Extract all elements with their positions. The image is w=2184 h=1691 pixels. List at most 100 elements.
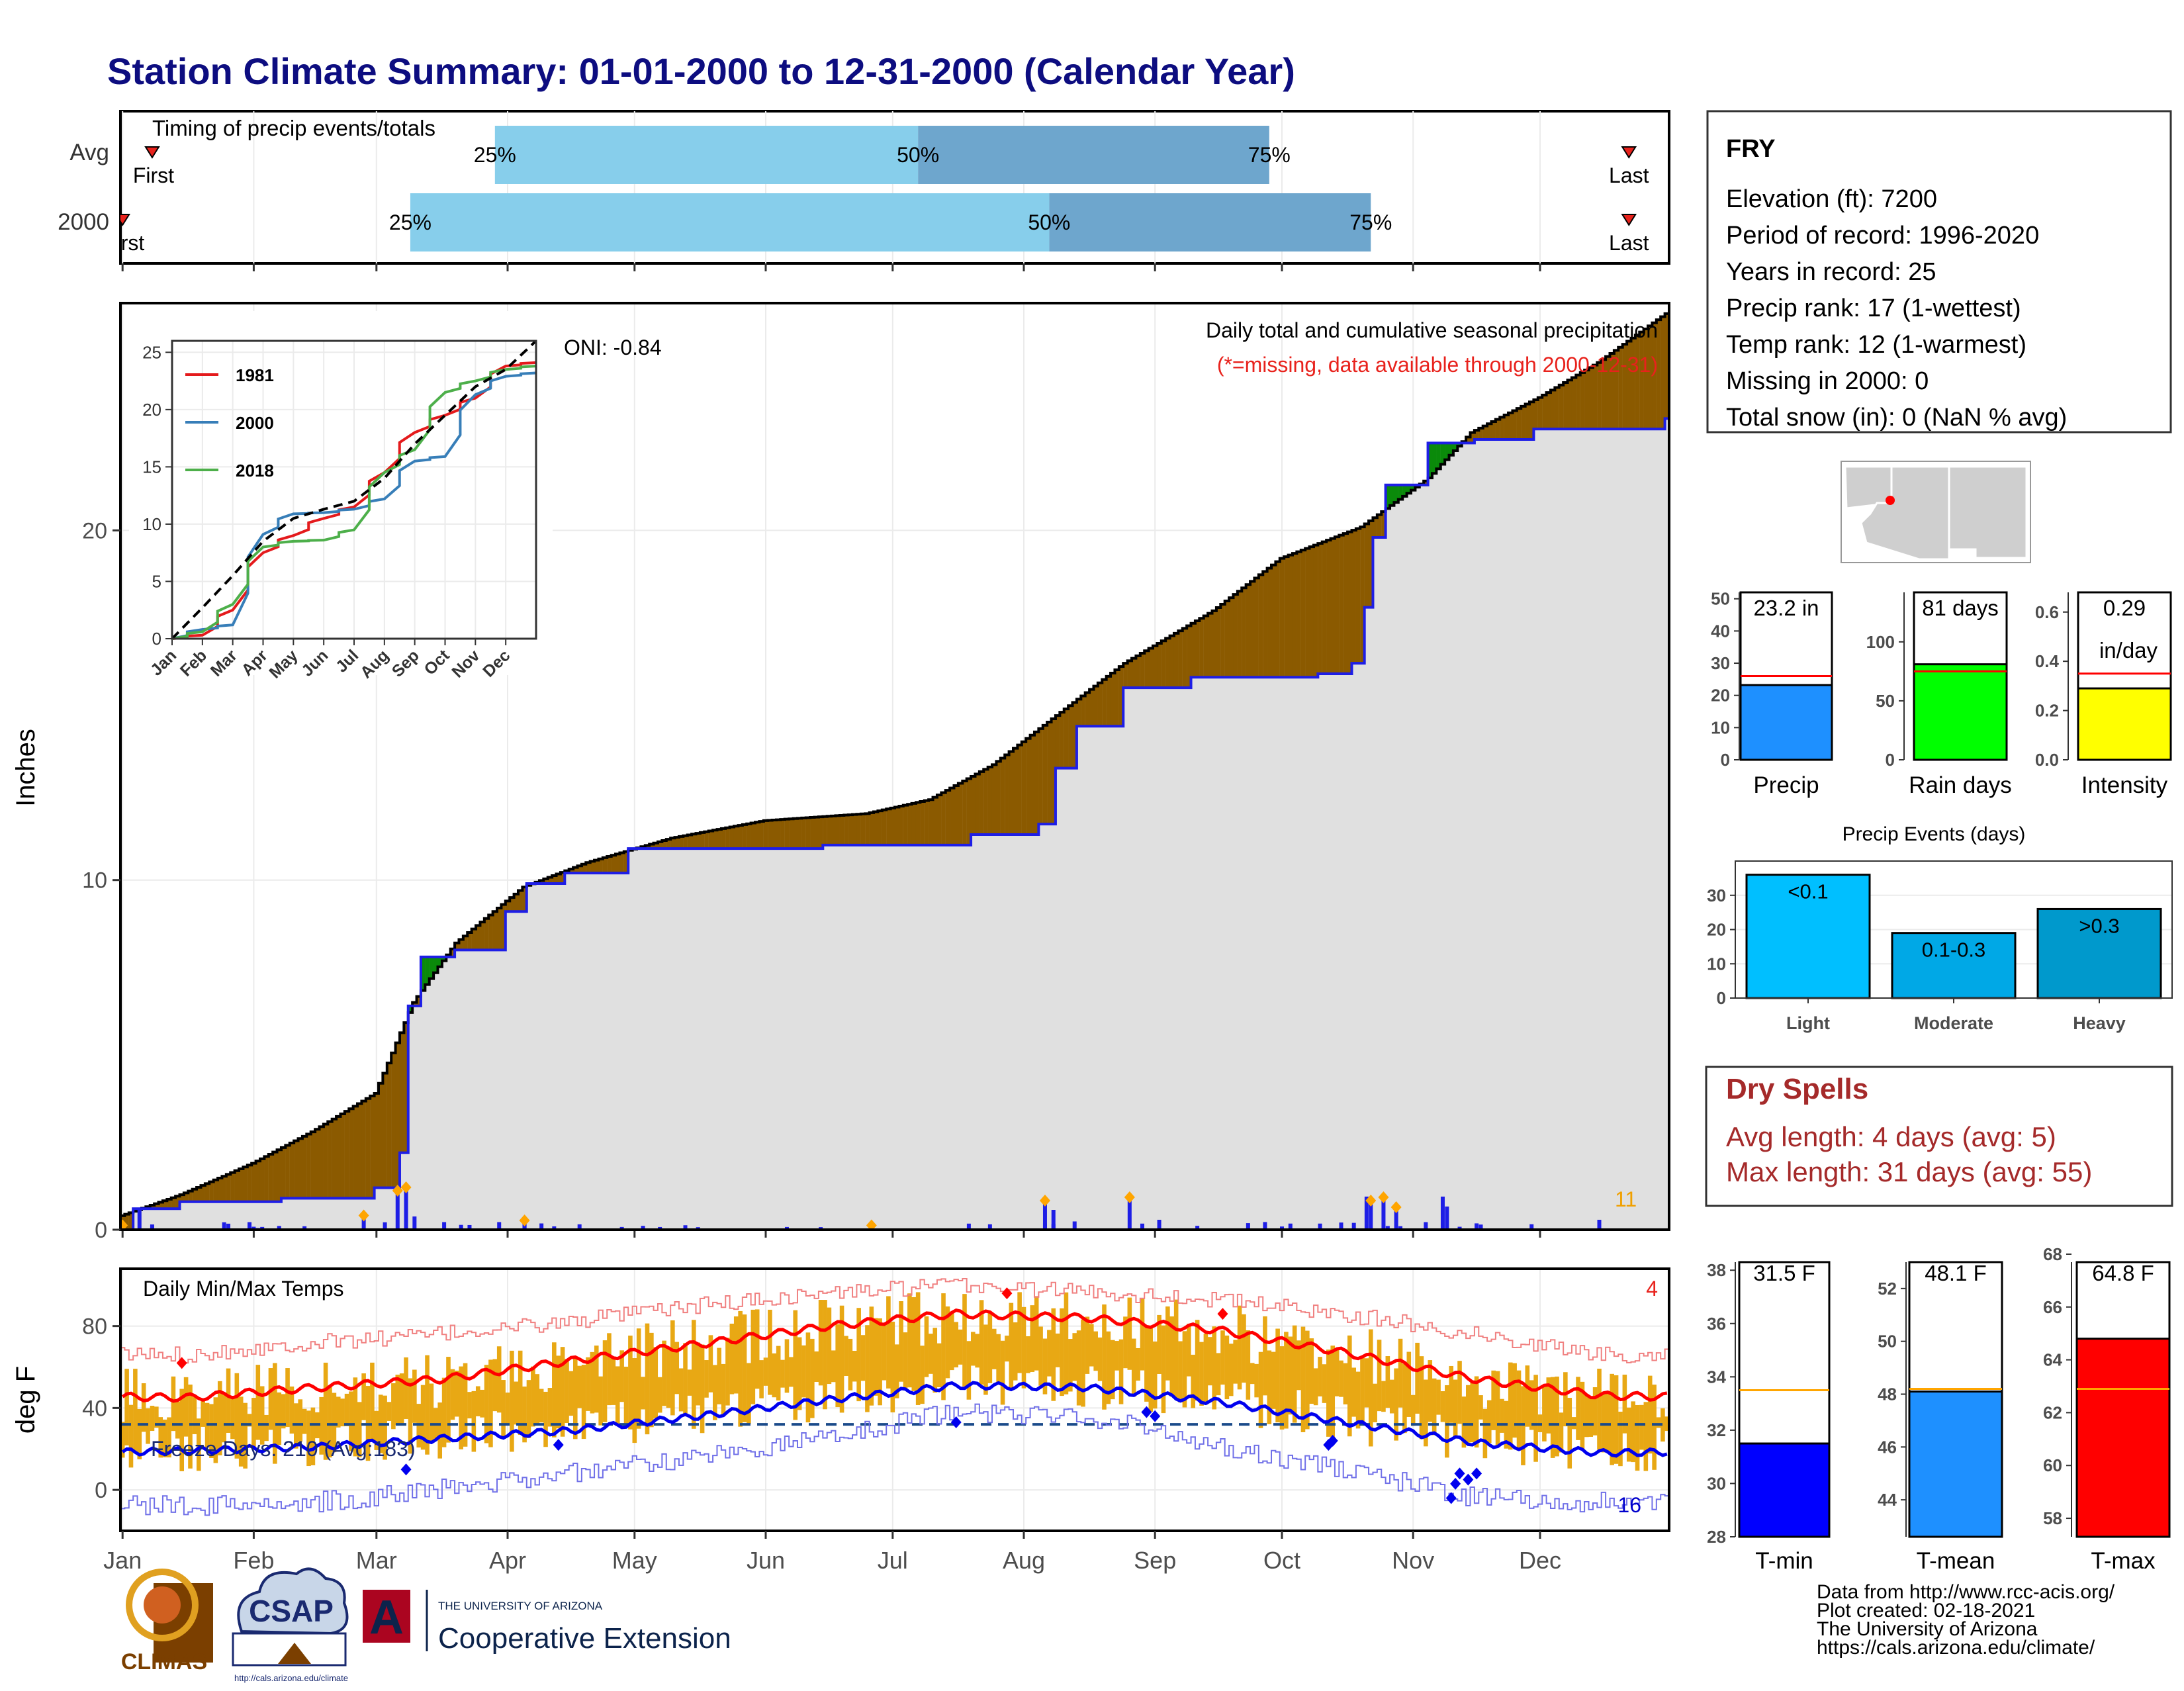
daily-temp-range-bar xyxy=(505,1393,510,1424)
oni-value: ONI: -0.84 xyxy=(564,336,662,359)
deficit-band xyxy=(725,827,730,849)
daily-temp-range-bar xyxy=(1284,1332,1289,1429)
daily-temp-range-bar xyxy=(1106,1331,1111,1404)
daily-temp-range-bar xyxy=(1191,1354,1196,1408)
deficit-band xyxy=(983,769,988,835)
deficit-band xyxy=(873,811,878,845)
daily-precip-bar xyxy=(1475,1223,1479,1230)
deficit-band xyxy=(1208,613,1212,678)
daily-precip-bar xyxy=(1051,1210,1056,1230)
daily-temp-range-bar xyxy=(915,1292,921,1405)
daily-temp-range-bar xyxy=(264,1414,269,1441)
deficit-band xyxy=(717,829,721,849)
daily-temp-range-bar xyxy=(1055,1333,1060,1367)
temp-bar-y-tick-label: 34 xyxy=(1707,1367,1726,1387)
daily-temp-range-bar xyxy=(1220,1330,1225,1385)
daily-precip-bar xyxy=(1157,1220,1161,1230)
daily-temp-range-bar xyxy=(962,1294,967,1387)
daily-temp-range-bar xyxy=(1165,1306,1170,1381)
daily-temp-range-bar xyxy=(1318,1357,1322,1396)
deficit-band xyxy=(1178,631,1183,688)
mini-bar-y-tick-label: 0 xyxy=(1886,750,1895,770)
daily-temp-range-bar xyxy=(531,1366,535,1427)
deficit-band xyxy=(383,1073,387,1188)
deficit-band xyxy=(1647,326,1653,430)
daily-temp-range-bar xyxy=(848,1338,853,1391)
daily-temp-range-bar xyxy=(966,1341,972,1400)
deficit-band xyxy=(336,1116,341,1199)
daily-precip-bar xyxy=(442,1222,447,1230)
deficit-band xyxy=(488,915,493,950)
deficit-band xyxy=(349,1109,353,1199)
surplus-band xyxy=(425,956,430,985)
deficit-band xyxy=(289,1143,295,1199)
observed-cumulative-line xyxy=(120,417,1669,1230)
daily-temp-range-bar xyxy=(1224,1335,1230,1400)
mini-bar-value-label: 23.2 in xyxy=(1753,596,1819,620)
deficit-band xyxy=(1275,561,1280,678)
daily-precip-bar xyxy=(1042,1203,1047,1230)
daily-temp-range-bar xyxy=(1661,1408,1665,1442)
deficit-band xyxy=(860,813,866,845)
mini-bar-category-label: Precip xyxy=(1753,772,1819,798)
deficit-band xyxy=(1140,653,1145,688)
daily-temp-range-bar xyxy=(1115,1341,1119,1371)
deficit-band xyxy=(801,817,806,849)
deficit-band xyxy=(1555,387,1559,430)
daily-temp-range-bar xyxy=(810,1338,815,1418)
deficit-band xyxy=(1360,527,1365,664)
daily-temp-range-bar xyxy=(1026,1336,1030,1373)
daily-precip-bar xyxy=(966,1223,971,1230)
deficit-band xyxy=(1042,725,1048,825)
deficit-band xyxy=(1635,335,1640,430)
daily-temp-range-bar xyxy=(1030,1305,1035,1372)
deficit-band xyxy=(255,1161,261,1202)
deficit-band xyxy=(1610,353,1614,430)
surplus-band xyxy=(408,1005,413,1013)
deficit-band xyxy=(1263,571,1267,678)
precip-y-tick-label: 20 xyxy=(82,518,107,543)
record-low-diamond-icon xyxy=(553,1439,564,1451)
record-low-diamond-icon xyxy=(1327,1434,1338,1447)
deficit-band xyxy=(915,802,921,845)
daily-temp-range-bar xyxy=(1081,1319,1085,1407)
temp-bar-y-tick-label: 48 xyxy=(1878,1384,1897,1404)
record-high-diamond-icon xyxy=(1217,1308,1228,1320)
deficit-band xyxy=(1584,370,1589,430)
daily-temp-range-bar xyxy=(217,1381,222,1455)
deficit-band xyxy=(1521,406,1525,440)
surplus-band xyxy=(1440,443,1445,465)
deficit-band xyxy=(1026,738,1030,835)
deficit-band xyxy=(733,826,739,849)
daily-temp-range-bar xyxy=(1542,1385,1547,1441)
daily-temp-range-bar xyxy=(1440,1391,1445,1422)
daily-temp-range-bar xyxy=(238,1396,244,1467)
daily-temp-range-bar xyxy=(852,1351,857,1382)
deficit-band xyxy=(886,809,891,845)
deficit-band xyxy=(996,761,1001,835)
surplus-band xyxy=(1428,443,1433,479)
deficit-band xyxy=(171,1197,176,1209)
footer-plot-date: Plot created: 02-18-2021 xyxy=(1817,1600,2035,1622)
deficit-band xyxy=(501,904,506,950)
event-category-label: Moderate xyxy=(1914,1013,1993,1033)
record-min-line xyxy=(120,1403,1669,1516)
deficit-band xyxy=(298,1138,303,1199)
deficit-band xyxy=(1614,350,1619,430)
deficit-band xyxy=(543,878,548,884)
deficit-band xyxy=(552,876,557,884)
daily-precip-bar xyxy=(1127,1200,1132,1230)
daily-temp-range-bar xyxy=(1051,1308,1056,1401)
daily-temp-range-bar xyxy=(1275,1328,1280,1423)
first-event-marker-icon xyxy=(120,214,131,226)
temp-bar-y-tick-label: 68 xyxy=(2043,1244,2062,1264)
temp-bar-t-mean xyxy=(1908,1391,2003,1538)
daily-temp-range-bar xyxy=(124,1369,129,1445)
deficit-band xyxy=(645,845,650,849)
daily-temp-range-bar xyxy=(535,1374,540,1425)
mini-bar-y-tick-label: 0 xyxy=(1721,750,1730,770)
observed-cumulative-area xyxy=(120,418,1669,1230)
daily-temp-range-bar xyxy=(1347,1335,1352,1437)
daily-temp-range-bar xyxy=(941,1293,946,1400)
first-event-label: First xyxy=(103,231,144,255)
